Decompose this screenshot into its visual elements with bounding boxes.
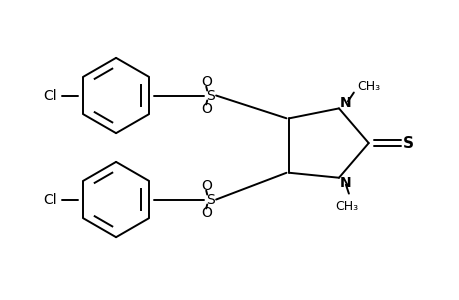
Text: Cl: Cl — [43, 193, 56, 206]
Text: O: O — [200, 75, 211, 88]
Text: S: S — [402, 136, 413, 151]
Text: CH₃: CH₃ — [335, 200, 358, 212]
Text: O: O — [200, 102, 211, 116]
Text: S: S — [205, 193, 214, 206]
Text: N: N — [339, 96, 351, 110]
Text: O: O — [200, 206, 211, 220]
Text: Cl: Cl — [43, 88, 56, 103]
Text: CH₃: CH₃ — [356, 80, 379, 93]
Text: O: O — [200, 179, 211, 193]
Text: N: N — [339, 176, 351, 190]
Text: S: S — [205, 88, 214, 103]
